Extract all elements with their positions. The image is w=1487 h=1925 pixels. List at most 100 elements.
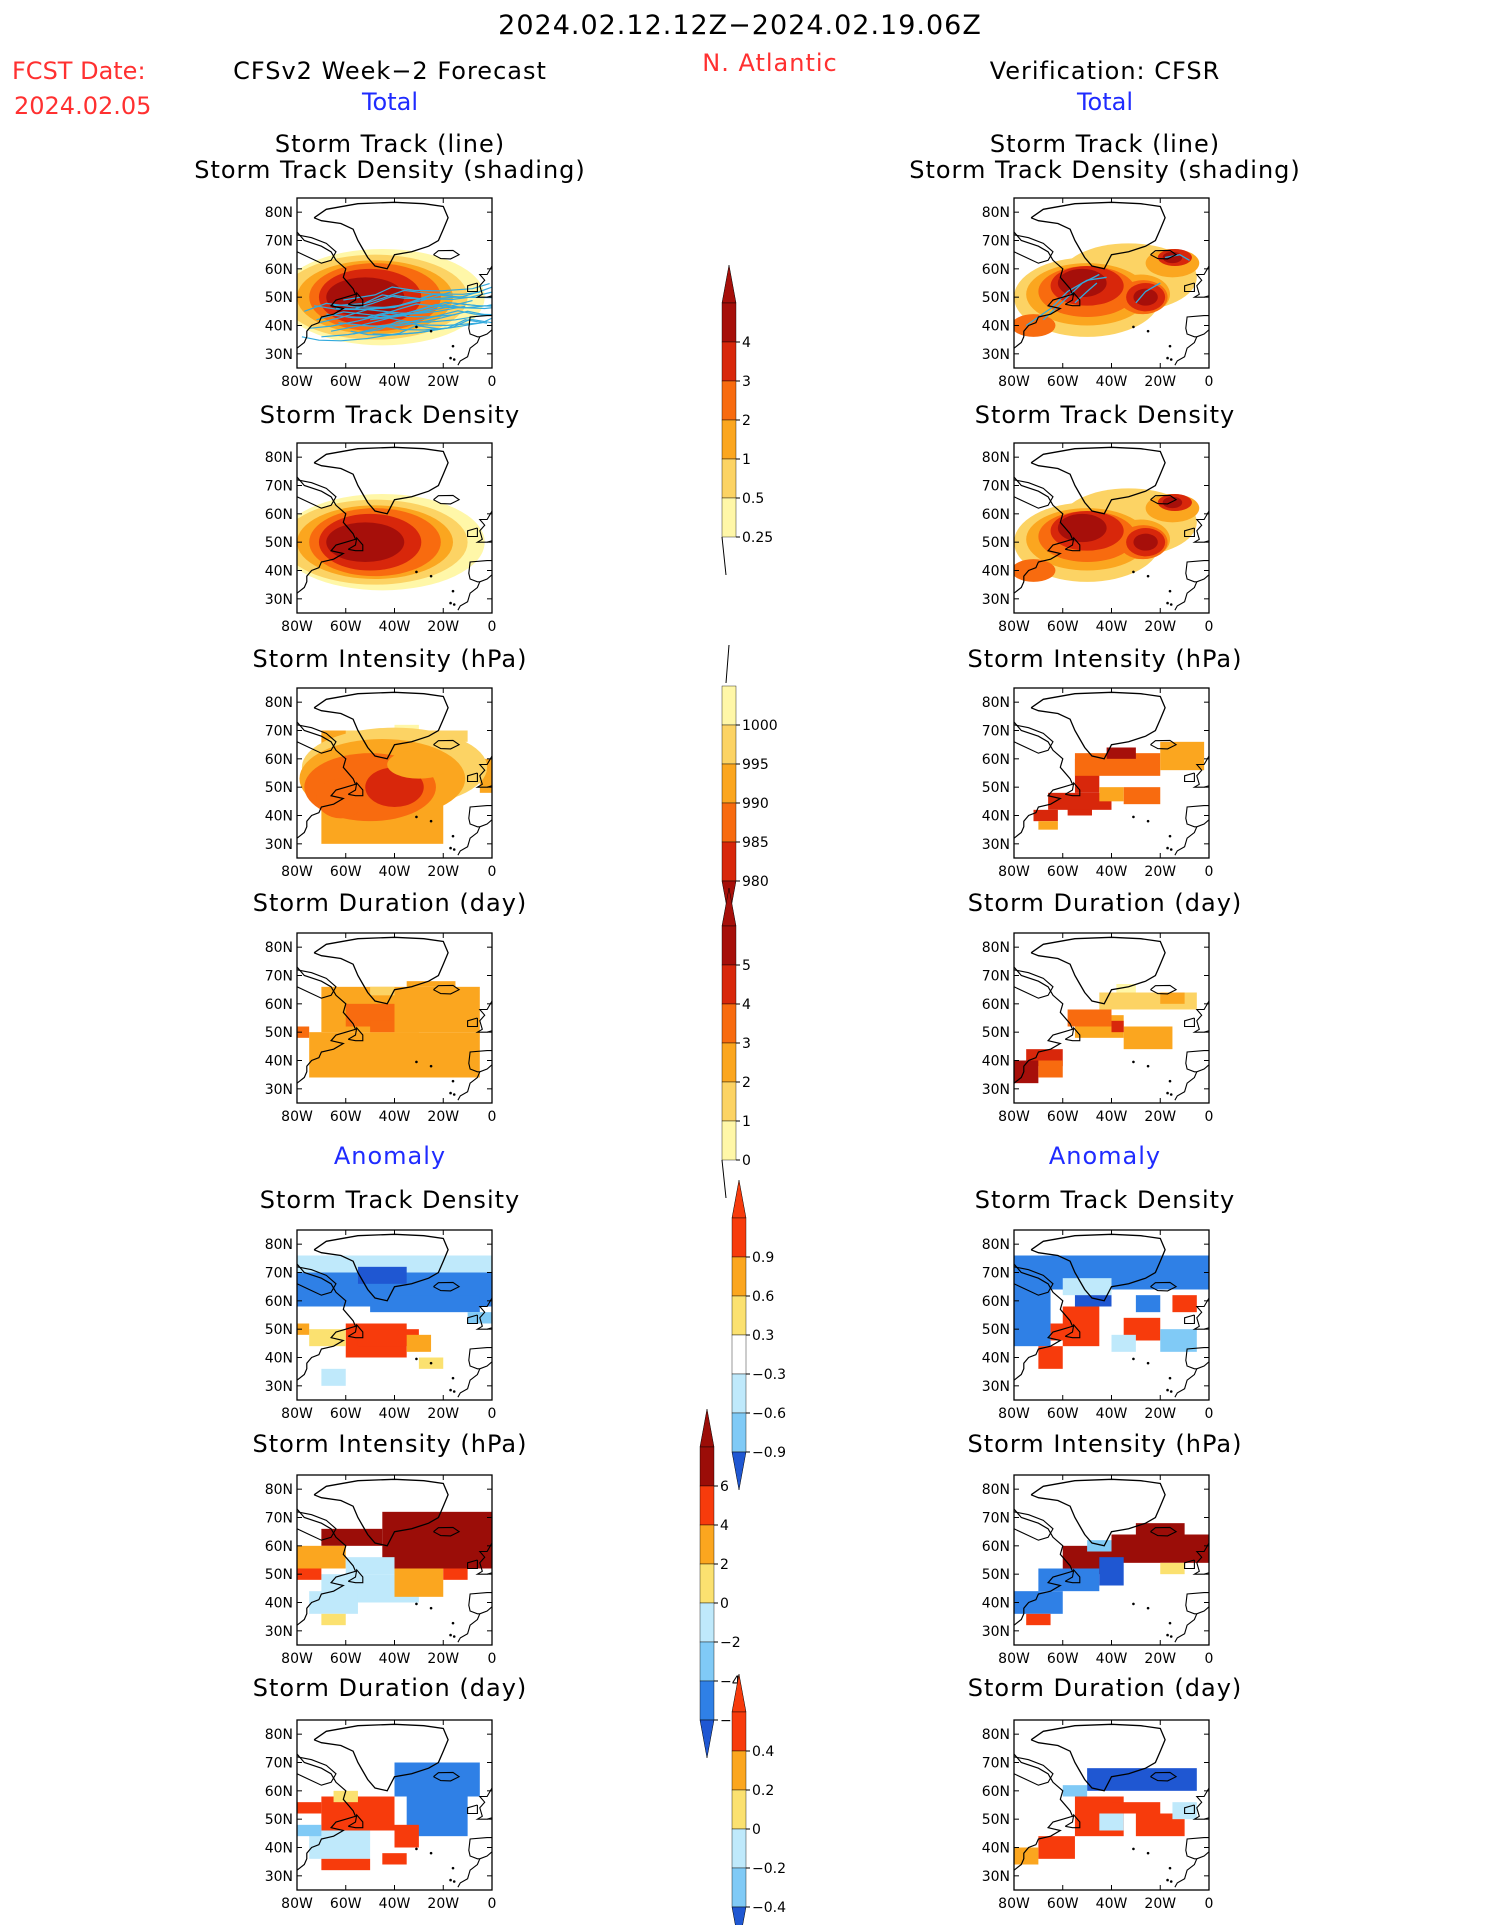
- baffin-coastline: [1014, 724, 1054, 754]
- lon-tick-label: 60W: [1047, 864, 1079, 880]
- island-dot: [1132, 1357, 1135, 1361]
- baffin-coastline: [297, 1266, 337, 1296]
- fcst-date-value: 2024.02.05: [14, 92, 152, 120]
- lon-tick-label: 0: [488, 374, 497, 390]
- island-dot: [451, 1621, 455, 1625]
- lon-tick-label: 80W: [998, 1406, 1030, 1422]
- newfoundland-coastline: [347, 291, 364, 307]
- colorbar-tick-label: −0.2: [752, 1861, 786, 1877]
- uk-coastline: [1192, 1297, 1209, 1330]
- ireland-coastline: [467, 282, 478, 293]
- lat-tick-label: 40N: [265, 1596, 293, 1612]
- newfoundland-coastline: [347, 1323, 364, 1339]
- field-cell: [1160, 1329, 1197, 1352]
- uk-coastline: [1192, 510, 1209, 543]
- lat-tick-label: 30N: [982, 1624, 1010, 1640]
- field-cell: [1014, 1847, 1039, 1865]
- field-cell: [1160, 1562, 1185, 1575]
- island-dot: [451, 344, 455, 348]
- lat-tick-label: 30N: [265, 592, 293, 608]
- north-america-coastline: [1014, 966, 1074, 1084]
- lon-tick-label: 60W: [330, 1651, 362, 1667]
- date-range-title: 2024.02.12.12Z−2024.02.19.06Z: [498, 10, 982, 41]
- island-dot: [452, 358, 456, 361]
- field-cell: [406, 1334, 432, 1352]
- uk-coastline: [475, 755, 492, 788]
- colorbar-tail: [725, 644, 730, 684]
- lon-tick-label: 0: [488, 1896, 497, 1912]
- iceland-coastline: [1150, 1771, 1178, 1782]
- iceland-coastline: [1150, 984, 1178, 995]
- africa-coastline: [1174, 826, 1198, 856]
- island-dot: [429, 1064, 433, 1068]
- iceland-coastline: [433, 1281, 461, 1292]
- lon-tick-label: 40W: [379, 1406, 411, 1422]
- africa-coastline: [1174, 1858, 1198, 1888]
- lat-tick-label: 40N: [265, 809, 293, 825]
- north-america-coastline: [297, 1508, 357, 1626]
- storm-track-line: [367, 303, 492, 318]
- map-panel: 80N 70N 60N 50N 40N 30N 80W 60W 40W 20W 0: [265, 1229, 496, 1422]
- island-dot: [1168, 589, 1172, 593]
- field-cell: [1099, 1557, 1124, 1586]
- iceland-coastline: [433, 249, 461, 260]
- island-dot: [415, 1060, 418, 1064]
- left-anomaly-label: Anomaly: [333, 1142, 447, 1170]
- forecast-title: CFSv2 Week−2 Forecast: [233, 57, 547, 85]
- north-america-coastline: [297, 1753, 357, 1871]
- lat-tick-label: 60N: [265, 1784, 293, 1800]
- colorbar-segment: [731, 1867, 747, 1908]
- newfoundland-coastline: [1064, 1813, 1081, 1829]
- ireland-coastline: [1184, 1559, 1195, 1570]
- north-america-coastline: [297, 1263, 357, 1381]
- lat-tick-label: 70N: [982, 969, 1010, 985]
- lat-tick-label: 50N: [265, 1025, 293, 1041]
- island-dot: [1132, 1847, 1135, 1851]
- field-cell: [1014, 1591, 1063, 1614]
- island-dot: [451, 1079, 455, 1083]
- lat-tick-label: 40N: [265, 1351, 293, 1367]
- lat-tick-label: 50N: [982, 290, 1010, 306]
- lon-tick-label: 40W: [1096, 1109, 1128, 1125]
- storm-track-line: [309, 312, 456, 329]
- field-cell: [1111, 1020, 1124, 1033]
- iceland-coastline: [1150, 739, 1178, 750]
- africa-coastline: [1174, 581, 1198, 611]
- island-dot: [1132, 570, 1135, 574]
- island-dot: [1146, 1064, 1150, 1068]
- map-panel: 80N 70N 60N 50N 40N 30N 80W 60W 40W 20W 0: [265, 442, 496, 635]
- colorbar-tick-label: 980: [742, 874, 769, 890]
- greenland-coastline: [313, 691, 449, 760]
- field-cell: [1038, 1836, 1075, 1859]
- field-cell: [321, 986, 480, 1033]
- colorbar-segment: [699, 1524, 715, 1565]
- lat-tick-label: 80N: [265, 695, 293, 711]
- lon-tick-label: 20W: [427, 374, 459, 390]
- colorbar-arrow: [731, 1451, 747, 1491]
- iceland-coastline: [433, 1526, 461, 1537]
- island-dot: [1169, 1093, 1173, 1096]
- lon-tick-label: 40W: [379, 619, 411, 635]
- uk-coastline: [1192, 1787, 1209, 1820]
- lat-tick-label: 50N: [265, 1567, 293, 1583]
- storm-track-line: [1135, 282, 1161, 304]
- field-cell: [309, 1329, 346, 1347]
- newfoundland-coastline: [347, 536, 364, 552]
- island-dot: [1146, 574, 1150, 578]
- colorbar-segment: [721, 685, 737, 726]
- field-cell: [1123, 787, 1161, 805]
- lon-tick-label: 60W: [330, 864, 362, 880]
- iceland-coastline: [1150, 494, 1178, 505]
- field-cell: [1033, 809, 1058, 822]
- colorbar-segment: [721, 497, 737, 538]
- island-dot: [429, 819, 433, 823]
- colorbar-density: 4 3 2 1 0.5 0.25: [721, 264, 773, 576]
- colorbar-segment: [731, 1711, 747, 1752]
- island-dot: [1168, 1866, 1172, 1870]
- lon-tick-label: 60W: [1047, 1651, 1079, 1667]
- iberia-coastline: [468, 1837, 492, 1860]
- island-dot: [1146, 329, 1150, 333]
- colorbar-duration-anom: 0.4 0.2 0 −0.2 −0.4: [731, 1673, 786, 1925]
- panel-title-track-line-left: Storm Track (line): [274, 130, 506, 158]
